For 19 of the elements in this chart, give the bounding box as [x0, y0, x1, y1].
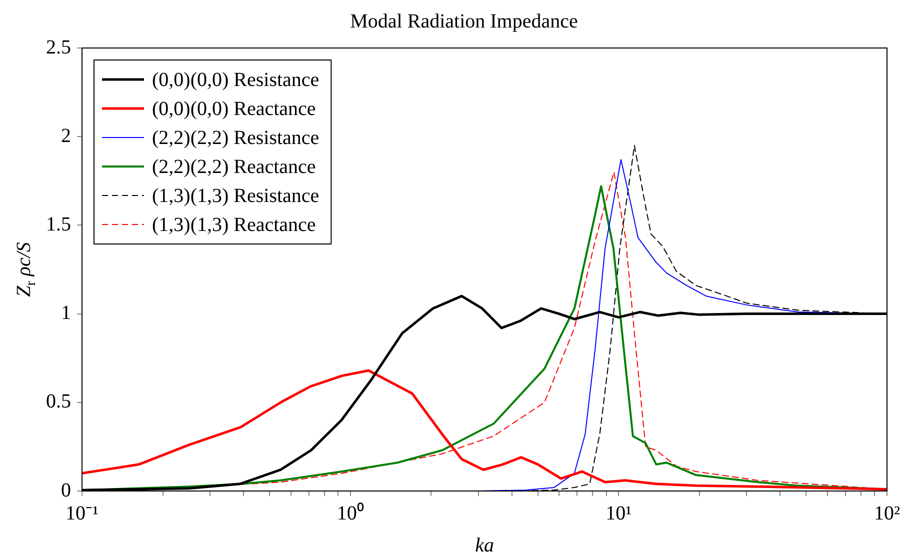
legend-label: (0,0)(0,0) Resistance	[152, 68, 320, 91]
x-tick-label: 10⁻¹	[66, 502, 98, 524]
y-tick-label: 0.5	[46, 390, 71, 413]
legend-label: (0,0)(0,0) Reactance	[152, 98, 316, 120]
legend-label: (2,2)(2,2) Resistance	[152, 126, 320, 149]
legend-label: (1,3)(1,3) Resistance	[152, 184, 320, 207]
x-tick-label: 10¹	[606, 502, 632, 524]
y-axis-title: Zr ρc/S	[13, 242, 39, 297]
x-tick-label: 10²	[874, 502, 900, 524]
y-tick-label: 0	[61, 479, 71, 502]
legend-label: (1,3)(1,3) Reactance	[152, 214, 316, 236]
x-tick-label: 10⁰	[336, 501, 364, 524]
y-tick-label: 2	[61, 124, 71, 147]
y-tick-label: 2.5	[46, 36, 71, 58]
y-tick-label: 1.5	[46, 213, 71, 236]
y-tick-label: 1	[61, 302, 71, 324]
legend-label: (2,2)(2,2) Reactance	[152, 156, 316, 178]
x-axis-title: ka	[475, 534, 494, 556]
chart-title: Modal Radiation Impedance	[350, 10, 578, 32]
